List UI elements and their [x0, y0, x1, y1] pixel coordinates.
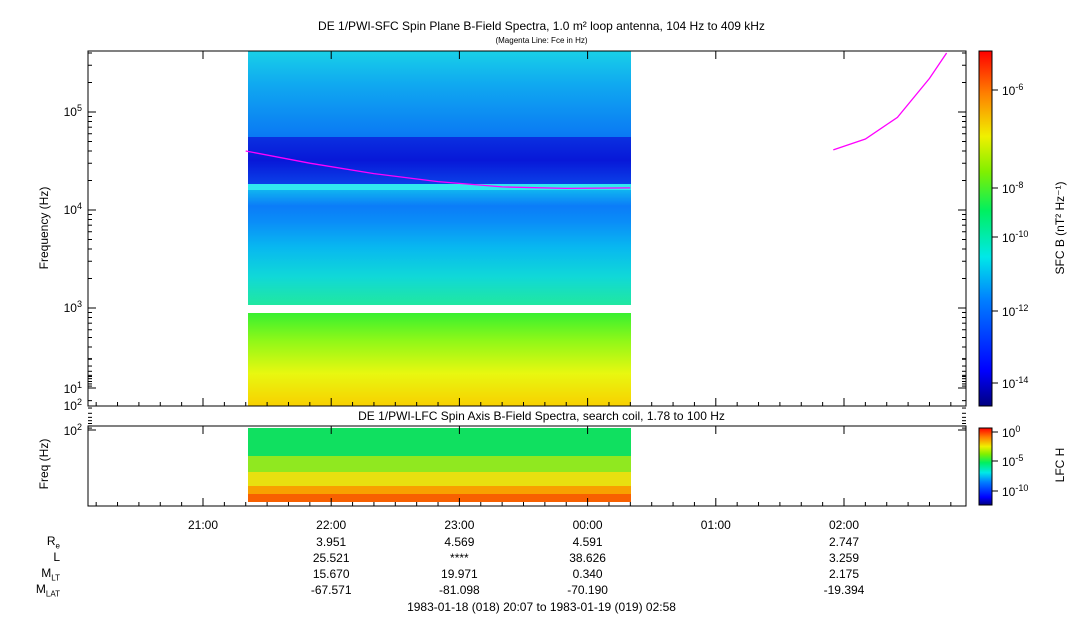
lfc-colorbar: 100 10-5 10-10 — [978, 424, 1028, 506]
lfc-band-3 — [248, 472, 631, 486]
lfc-band-4 — [248, 486, 631, 494]
lfc-plot-frame — [87, 425, 967, 507]
ephemeris-value: 2.175 — [828, 567, 860, 581]
sfc-spectrogram-panel: 102 103 104 105 — [64, 50, 967, 413]
ephemeris-label-0: Re — [46, 534, 60, 551]
lfc-spectrogram-data — [248, 428, 631, 502]
xtick-label-0: 21:00 — [188, 518, 218, 532]
ephemeris-value: 4.569 — [444, 535, 475, 549]
ephemeris-value: -81.098 — [439, 583, 480, 597]
ephemeris-label-2: MLT — [41, 566, 60, 583]
ephemeris-value: -19.394 — [823, 583, 865, 597]
chart-title-sfc: DE 1/PWI-SFC Spin Plane B-Field Spectra,… — [318, 19, 765, 33]
ephemeris-value: **** — [450, 551, 469, 565]
lfc-cb-tick-label-0: 100 — [1002, 424, 1020, 440]
time-range-footer: 1983-01-18 (018) 20:07 to 1983-01-19 (01… — [407, 600, 676, 614]
lfc-ytick-label-1: 102 — [64, 422, 82, 438]
sfc-spectrogram-data — [248, 51, 631, 406]
sfc-cb-tick-label-4: 10-14 — [1002, 375, 1028, 391]
ephemeris-value: 0.340 — [572, 567, 603, 581]
chart-subtitle-sfc: (Magenta Line: Fce in Hz) — [495, 36, 588, 45]
sfc-plot-frame — [87, 50, 967, 407]
lfc-cb-tick-label-1: 10-5 — [1002, 453, 1023, 469]
ephemeris-value: -70.190 — [567, 583, 608, 597]
sfc-cb-tick-label-1: 10-8 — [1002, 180, 1023, 196]
sfc-band-mid — [248, 190, 631, 305]
ephemeris-value: 3.951 — [316, 535, 347, 549]
sfc-band-bright-line — [248, 184, 631, 190]
lfc-colorbar-scale — [978, 427, 993, 506]
ephemeris-value: -67.571 — [310, 583, 352, 597]
sfc-y-ticks: 102 103 104 105 — [64, 52, 966, 413]
sfc-ytick-label-2: 104 — [64, 201, 82, 217]
ephemeris-value: 25.521 — [312, 551, 350, 565]
xtick-label-4: 01:00 — [701, 518, 731, 532]
x-axis-ticks: 21:00 22:00 23:00 00:00 01:00 02:00 — [95, 51, 952, 532]
chart-title-lfc: DE 1/PWI-LFC Spin Axis B-Field Spectra, … — [358, 409, 725, 423]
xtick-label-3: 00:00 — [573, 518, 603, 532]
ephemeris-label-1: L — [53, 550, 60, 564]
fce-line-segment-2 — [833, 52, 948, 151]
sfc-cb-tick-label-0: 10-6 — [1002, 82, 1023, 98]
ephemeris-value: 19.971 — [441, 567, 478, 581]
ephemeris-value: 38.626 — [569, 551, 606, 565]
ephemeris-value: 4.591 — [572, 535, 603, 549]
fce-line-segment-1 — [245, 150, 631, 190]
xtick-label-1: 22:00 — [316, 518, 346, 532]
sfc-colorbar: 10-6 10-8 10-10 10-12 10-14 — [978, 50, 1028, 407]
xtick-label-5: 02:00 — [829, 518, 859, 532]
lfc-band-1 — [248, 428, 631, 456]
sfc-cb-tick-label-3: 10-12 — [1002, 303, 1028, 319]
sfc-band-high — [248, 51, 631, 137]
ephemeris-value: 15.670 — [312, 567, 350, 581]
sfc-ytick-label-0: 102 — [64, 397, 82, 413]
sfc-colorbar-ticks: 10-6 10-8 10-10 10-12 10-14 — [992, 82, 1028, 391]
lfc-cb-tick-label-2: 10-10 — [1002, 483, 1028, 499]
sfc-cb-tick-label-2: 10-10 — [1002, 229, 1028, 245]
sfc-ytick-label-1: 103 — [64, 299, 82, 315]
sfc-colorbar-scale — [978, 50, 993, 407]
ephemeris-label-3: MLAT — [35, 582, 60, 599]
sfc-band-low — [248, 313, 631, 406]
sfc-band-dark — [248, 137, 631, 184]
ephemeris-value: 3.259 — [828, 551, 860, 565]
sfc-ytick-label-3: 105 — [64, 103, 82, 119]
xtick-label-2: 23:00 — [444, 518, 474, 532]
ephemeris-value: 2.747 — [828, 535, 860, 549]
lfc-band-2 — [248, 456, 631, 472]
lfc-ytick-label-0: 101 — [64, 380, 82, 396]
lfc-colorbar-ticks: 100 10-5 10-10 — [992, 424, 1028, 499]
lfc-band-5 — [248, 494, 631, 502]
